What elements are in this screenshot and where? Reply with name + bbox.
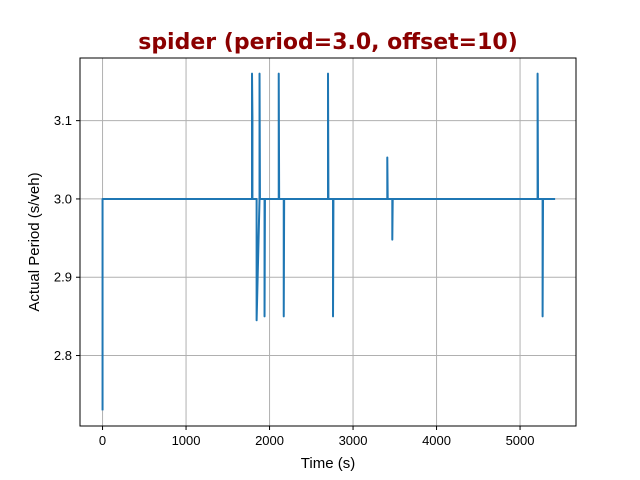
y-tick-label: 3.0 [54, 191, 72, 206]
series-layer [101, 72, 556, 411]
plot-frame [79, 57, 577, 427]
x-axis-label: Time (s) [301, 455, 355, 472]
chart-title: spider (period=3.0, offset=10) [138, 30, 518, 55]
series-line [101, 72, 556, 411]
x-tick-label: 4000 [422, 433, 451, 448]
y-tick-label: 2.8 [54, 348, 72, 363]
x-tick-label: 2000 [255, 433, 284, 448]
x-tick-label: 0 [99, 433, 106, 448]
axis-ticks: 0 1000 2000 3000 4000 5000 2.8 2.9 3.0 3.1 [54, 113, 535, 448]
x-tick-label: 1000 [172, 433, 201, 448]
x-tick-label: 5000 [506, 433, 535, 448]
y-axis-label: Actual Period (s/veh) [26, 172, 43, 311]
x-tick-label: 3000 [339, 433, 368, 448]
y-tick-label: 2.9 [54, 270, 72, 285]
y-tick-label: 3.1 [54, 113, 72, 128]
